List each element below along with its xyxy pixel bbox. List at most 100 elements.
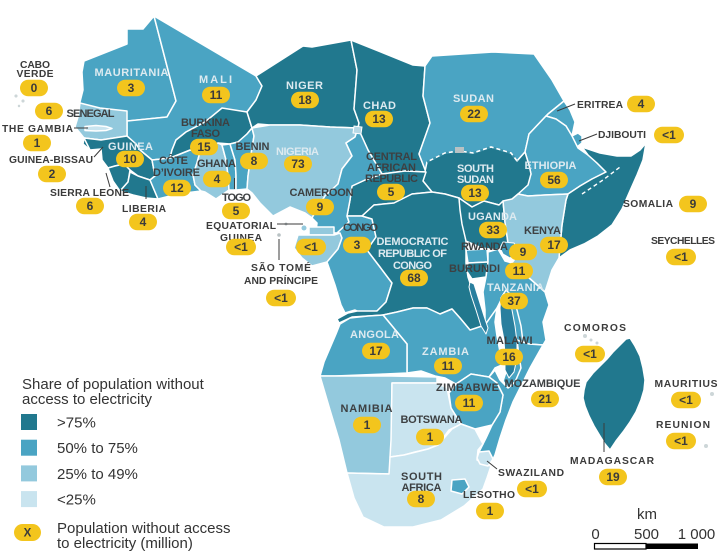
svg-text:6: 6 bbox=[46, 104, 53, 118]
svg-text:19: 19 bbox=[606, 470, 620, 484]
svg-text:BURUNDI: BURUNDI bbox=[449, 263, 501, 275]
svg-text:REPUBLIC: REPUBLIC bbox=[365, 173, 419, 185]
svg-text:to electricity (million): to electricity (million) bbox=[57, 535, 193, 552]
svg-text:5: 5 bbox=[233, 204, 240, 218]
svg-text:0: 0 bbox=[591, 526, 599, 543]
svg-text:11: 11 bbox=[463, 396, 476, 410]
svg-text:AND PRÍNCIPE: AND PRÍNCIPE bbox=[244, 274, 318, 287]
svg-text:CHAD: CHAD bbox=[363, 100, 397, 112]
svg-text:73: 73 bbox=[291, 157, 305, 171]
svg-text:8: 8 bbox=[418, 492, 425, 506]
svg-text:9: 9 bbox=[690, 197, 697, 211]
svg-text:SEYCHELLES: SEYCHELLES bbox=[651, 236, 715, 247]
svg-text:MALI: MALI bbox=[199, 74, 233, 86]
svg-text:FASO: FASO bbox=[191, 128, 221, 140]
svg-text:9: 9 bbox=[317, 200, 324, 214]
svg-text:<1: <1 bbox=[674, 250, 688, 264]
svg-text:3: 3 bbox=[354, 238, 361, 252]
svg-text:GUINEA: GUINEA bbox=[108, 141, 154, 153]
svg-text:SWAZILAND: SWAZILAND bbox=[498, 468, 564, 479]
svg-text:COMOROS: COMOROS bbox=[564, 323, 626, 334]
svg-text:BURKINA: BURKINA bbox=[181, 117, 231, 129]
svg-text:MAURITIUS: MAURITIUS bbox=[655, 379, 718, 390]
svg-text:1: 1 bbox=[364, 418, 371, 432]
svg-text:15: 15 bbox=[197, 140, 211, 154]
svg-text:56: 56 bbox=[547, 173, 561, 187]
svg-text:<1: <1 bbox=[304, 240, 318, 254]
svg-text:UGANDA: UGANDA bbox=[468, 211, 518, 223]
svg-text:LESOTHO: LESOTHO bbox=[463, 490, 515, 501]
svg-text:CONGO: CONGO bbox=[343, 222, 379, 234]
svg-text:<1: <1 bbox=[234, 240, 248, 254]
svg-text:4: 4 bbox=[214, 172, 221, 186]
svg-text:SIERRA LEONE: SIERRA LEONE bbox=[50, 188, 129, 199]
svg-text:ZIMBABWE: ZIMBABWE bbox=[436, 382, 500, 394]
svg-text:SÃO TOMÉ: SÃO TOMÉ bbox=[251, 261, 311, 274]
svg-text:REPUBLIC OF: REPUBLIC OF bbox=[378, 248, 448, 260]
svg-text:17: 17 bbox=[547, 238, 561, 252]
svg-text:9: 9 bbox=[520, 245, 527, 259]
svg-text:THE GAMBIA: THE GAMBIA bbox=[2, 124, 74, 135]
svg-text:KENYA: KENYA bbox=[524, 225, 562, 237]
svg-text:5: 5 bbox=[388, 185, 395, 199]
svg-text:10: 10 bbox=[123, 152, 137, 166]
svg-text:CENTRAL: CENTRAL bbox=[366, 151, 418, 163]
svg-text:X: X bbox=[24, 528, 32, 540]
svg-text:37: 37 bbox=[507, 294, 521, 308]
svg-text:22: 22 bbox=[467, 107, 481, 121]
svg-text:>75%: >75% bbox=[57, 415, 96, 432]
svg-text:NIGER: NIGER bbox=[286, 80, 324, 92]
svg-text:TANZANIA: TANZANIA bbox=[487, 282, 545, 294]
svg-text:MAURITANIA: MAURITANIA bbox=[95, 67, 170, 79]
svg-text:<25%: <25% bbox=[57, 492, 96, 509]
svg-text:18: 18 bbox=[298, 93, 312, 107]
svg-text:21: 21 bbox=[538, 392, 552, 406]
svg-text:4: 4 bbox=[140, 215, 147, 229]
svg-text:1: 1 bbox=[34, 136, 41, 150]
svg-text:12: 12 bbox=[170, 181, 184, 195]
svg-text:DEMOCRATIC: DEMOCRATIC bbox=[377, 236, 450, 248]
svg-text:MOZAMBIQUE: MOZAMBIQUE bbox=[505, 378, 582, 390]
svg-text:MADAGASCAR: MADAGASCAR bbox=[570, 456, 655, 467]
svg-text:11: 11 bbox=[442, 359, 455, 373]
svg-text:DJIBOUTI: DJIBOUTI bbox=[598, 130, 646, 141]
svg-text:D’IVOIRE: D’IVOIRE bbox=[153, 167, 201, 179]
svg-text:500: 500 bbox=[634, 526, 659, 543]
svg-text:MALAWI: MALAWI bbox=[487, 335, 534, 347]
svg-text:1: 1 bbox=[427, 430, 434, 444]
svg-text:GUINEA: GUINEA bbox=[220, 233, 263, 244]
svg-text:LIBERIA: LIBERIA bbox=[122, 204, 167, 215]
svg-text:NAMIBIA: NAMIBIA bbox=[341, 403, 394, 415]
svg-text:ERITREA: ERITREA bbox=[577, 100, 624, 111]
svg-text:SOUTH: SOUTH bbox=[401, 471, 443, 483]
svg-text:2: 2 bbox=[49, 167, 56, 181]
svg-text:km: km bbox=[637, 506, 657, 523]
svg-text:SOMALIA: SOMALIA bbox=[623, 199, 674, 210]
svg-text:TOGO: TOGO bbox=[222, 192, 252, 204]
svg-text:4: 4 bbox=[638, 97, 645, 111]
svg-text:CABO: CABO bbox=[20, 60, 50, 71]
svg-text:13: 13 bbox=[372, 112, 386, 126]
svg-text:SUDAN: SUDAN bbox=[457, 174, 495, 186]
svg-text:50% to 75%: 50% to 75% bbox=[57, 440, 138, 457]
svg-text:<1: <1 bbox=[274, 291, 288, 305]
svg-text:3: 3 bbox=[128, 81, 135, 95]
svg-text:VERDE: VERDE bbox=[17, 69, 54, 80]
svg-text:6: 6 bbox=[87, 199, 94, 213]
svg-text:EQUATORIAL: EQUATORIAL bbox=[206, 221, 276, 232]
svg-text:<1: <1 bbox=[662, 128, 676, 142]
svg-text:SUDAN: SUDAN bbox=[453, 93, 495, 105]
svg-text:ZAMBIA: ZAMBIA bbox=[422, 346, 470, 358]
svg-text:BOTSWANA: BOTSWANA bbox=[401, 414, 464, 426]
svg-text:CONGO: CONGO bbox=[393, 260, 433, 272]
svg-text:GUINEA-BISSAU: GUINEA-BISSAU bbox=[9, 155, 93, 166]
svg-text:<1: <1 bbox=[583, 347, 597, 361]
svg-text:CAMEROON: CAMEROON bbox=[290, 187, 355, 199]
svg-text:CÔTE: CÔTE bbox=[159, 154, 189, 167]
svg-text:RWANDA: RWANDA bbox=[461, 241, 509, 253]
svg-text:1 000: 1 000 bbox=[678, 526, 716, 543]
svg-text:13: 13 bbox=[468, 186, 482, 200]
svg-text:1: 1 bbox=[487, 504, 494, 518]
svg-text:REUNION: REUNION bbox=[656, 420, 710, 431]
svg-text:<1: <1 bbox=[674, 434, 688, 448]
